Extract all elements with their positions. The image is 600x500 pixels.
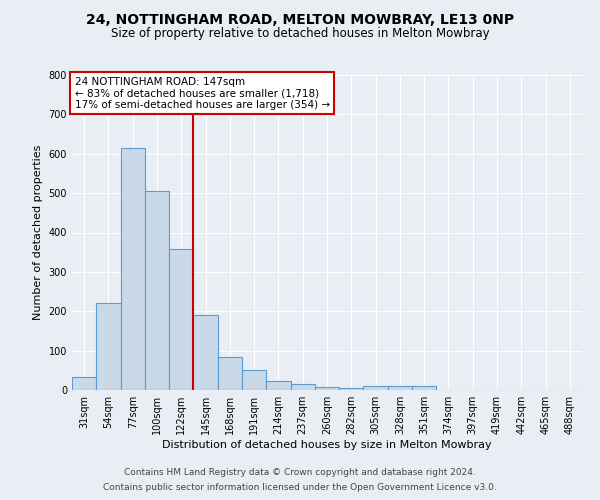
Bar — [290, 384, 315, 390]
X-axis label: Distribution of detached houses by size in Melton Mowbray: Distribution of detached houses by size … — [162, 440, 492, 450]
Bar — [169, 249, 193, 390]
Bar — [242, 370, 266, 390]
Y-axis label: Number of detached properties: Number of detached properties — [33, 145, 43, 320]
Text: Contains public sector information licensed under the Open Government Licence v3: Contains public sector information licen… — [103, 483, 497, 492]
Text: Size of property relative to detached houses in Melton Mowbray: Size of property relative to detached ho… — [110, 28, 490, 40]
Text: 24, NOTTINGHAM ROAD, MELTON MOWBRAY, LE13 0NP: 24, NOTTINGHAM ROAD, MELTON MOWBRAY, LE1… — [86, 12, 514, 26]
Bar — [266, 382, 290, 390]
Bar — [412, 386, 436, 390]
Bar — [145, 191, 169, 390]
Bar — [193, 315, 218, 390]
Bar — [96, 304, 121, 390]
Text: 24 NOTTINGHAM ROAD: 147sqm
← 83% of detached houses are smaller (1,718)
17% of s: 24 NOTTINGHAM ROAD: 147sqm ← 83% of deta… — [74, 76, 329, 110]
Bar — [72, 377, 96, 390]
Text: Contains HM Land Registry data © Crown copyright and database right 2024.: Contains HM Land Registry data © Crown c… — [124, 468, 476, 477]
Bar — [364, 386, 388, 390]
Bar — [218, 356, 242, 390]
Bar — [315, 387, 339, 390]
Bar — [121, 148, 145, 390]
Bar — [339, 388, 364, 390]
Bar — [388, 386, 412, 390]
